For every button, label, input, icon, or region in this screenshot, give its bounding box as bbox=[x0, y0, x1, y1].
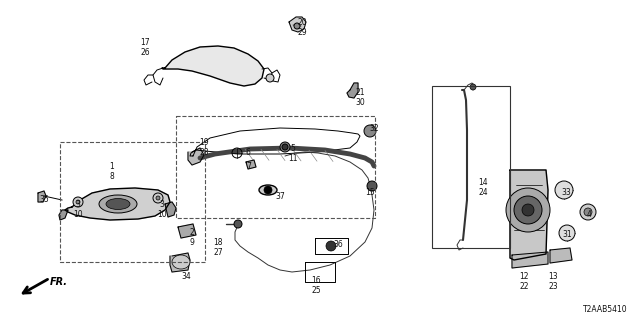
Text: 31: 31 bbox=[562, 230, 572, 239]
Circle shape bbox=[584, 208, 592, 216]
Polygon shape bbox=[162, 46, 264, 86]
Circle shape bbox=[367, 181, 377, 191]
Text: 1
8: 1 8 bbox=[109, 162, 115, 181]
Circle shape bbox=[156, 196, 160, 200]
Text: FR.: FR. bbox=[50, 277, 68, 287]
Text: 6: 6 bbox=[246, 148, 250, 157]
Circle shape bbox=[506, 188, 550, 232]
Text: 16
25: 16 25 bbox=[311, 276, 321, 295]
Text: 37: 37 bbox=[275, 192, 285, 201]
Circle shape bbox=[76, 200, 80, 204]
Circle shape bbox=[280, 142, 290, 152]
Bar bbox=[60, 142, 205, 262]
Text: 33: 33 bbox=[561, 188, 571, 197]
Text: 36: 36 bbox=[333, 240, 343, 249]
Circle shape bbox=[514, 196, 542, 224]
Bar bbox=[432, 86, 510, 248]
Circle shape bbox=[282, 144, 288, 150]
Polygon shape bbox=[165, 202, 176, 217]
Text: 35: 35 bbox=[39, 195, 49, 204]
Circle shape bbox=[555, 181, 573, 199]
Circle shape bbox=[153, 193, 163, 203]
Ellipse shape bbox=[172, 255, 190, 269]
Polygon shape bbox=[65, 188, 170, 220]
Text: 21
30: 21 30 bbox=[355, 88, 365, 107]
Text: 3
10: 3 10 bbox=[157, 200, 167, 219]
Text: 14
24: 14 24 bbox=[478, 178, 488, 197]
Text: T2AAB5410: T2AAB5410 bbox=[584, 305, 628, 314]
Polygon shape bbox=[188, 148, 204, 165]
Polygon shape bbox=[170, 253, 190, 272]
Polygon shape bbox=[246, 160, 256, 169]
Bar bbox=[176, 116, 375, 218]
Text: 20
29: 20 29 bbox=[297, 18, 307, 37]
Polygon shape bbox=[512, 252, 548, 268]
Circle shape bbox=[364, 125, 376, 137]
Circle shape bbox=[266, 74, 274, 82]
Text: 34: 34 bbox=[181, 272, 191, 281]
Text: 7: 7 bbox=[246, 162, 252, 171]
Text: 3
10: 3 10 bbox=[73, 200, 83, 219]
Text: 12
22: 12 22 bbox=[519, 272, 529, 291]
Ellipse shape bbox=[99, 195, 137, 213]
Text: 4: 4 bbox=[587, 210, 591, 219]
Circle shape bbox=[580, 204, 596, 220]
Text: 19
28: 19 28 bbox=[199, 138, 209, 157]
Circle shape bbox=[294, 23, 300, 29]
Circle shape bbox=[470, 84, 476, 90]
Polygon shape bbox=[59, 210, 68, 220]
Polygon shape bbox=[510, 170, 548, 260]
Text: 13
23: 13 23 bbox=[548, 272, 558, 291]
Circle shape bbox=[522, 204, 534, 216]
Circle shape bbox=[326, 241, 336, 251]
Circle shape bbox=[264, 186, 272, 194]
Circle shape bbox=[559, 225, 575, 241]
Text: 32: 32 bbox=[369, 124, 379, 133]
Polygon shape bbox=[289, 17, 306, 32]
Text: 17
26: 17 26 bbox=[140, 38, 150, 57]
Text: 5
11: 5 11 bbox=[288, 144, 298, 163]
Ellipse shape bbox=[259, 185, 277, 195]
Text: 15: 15 bbox=[365, 188, 375, 197]
Text: 18
27: 18 27 bbox=[213, 238, 223, 257]
Text: 2
9: 2 9 bbox=[189, 228, 195, 247]
Polygon shape bbox=[178, 224, 196, 238]
Polygon shape bbox=[38, 191, 46, 202]
Polygon shape bbox=[550, 248, 572, 263]
Circle shape bbox=[234, 220, 242, 228]
Ellipse shape bbox=[106, 198, 130, 210]
Circle shape bbox=[73, 197, 83, 207]
Polygon shape bbox=[347, 83, 358, 98]
